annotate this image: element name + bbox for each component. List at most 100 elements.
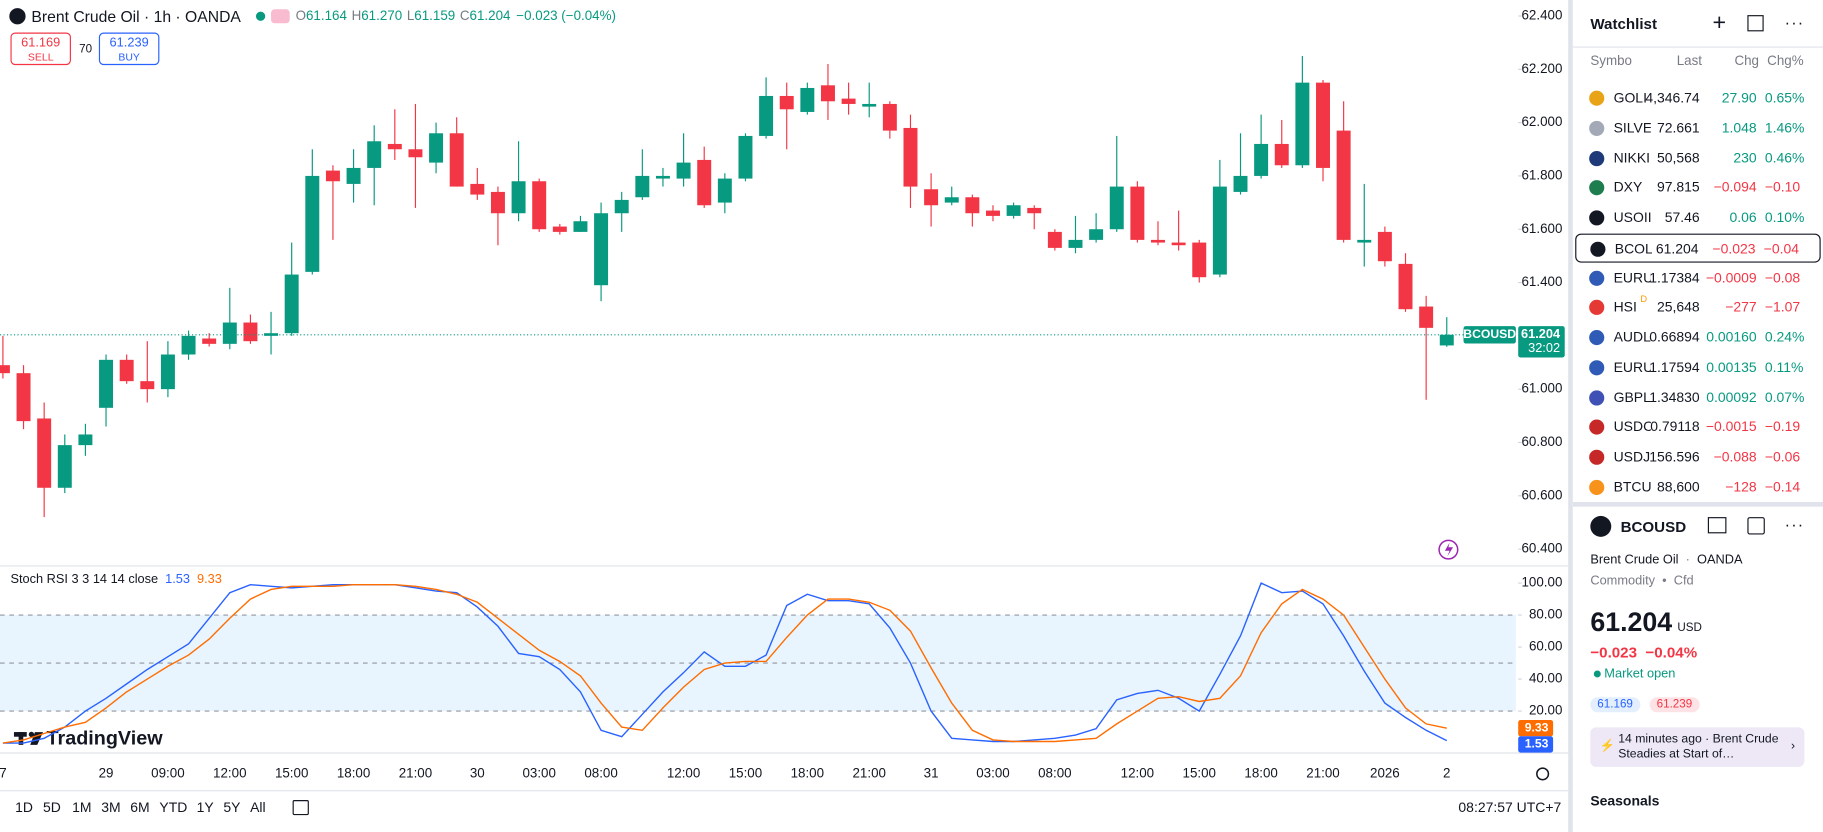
- candle-body: [1377, 231, 1392, 262]
- watchlist-row[interactable]: GBPL 1.34830 0.00092 0.07%: [1575, 383, 1820, 412]
- watchlist-row[interactable]: BTCU 88,600 −128 −0.14: [1575, 473, 1820, 502]
- symbol: USDJ: [1613, 448, 1651, 466]
- x-tick-label: 31: [924, 765, 939, 780]
- x-tick-label: 12:00: [1121, 765, 1154, 780]
- symbol-title[interactable]: Brent Crude Oil · 1h · OANDA: [31, 7, 241, 25]
- sell-button[interactable]: 61.169 SELL: [10, 32, 71, 66]
- candle-body: [346, 167, 361, 184]
- candle-body: [697, 159, 712, 206]
- detail-name[interactable]: Brent Crude Oil: [1590, 553, 1679, 568]
- add-symbol-icon[interactable]: +: [1712, 10, 1727, 37]
- watchlist-row[interactable]: EURU 1.17384 −0.0009 −0.08: [1575, 263, 1820, 292]
- candle-body: [1192, 242, 1207, 278]
- change-pct: −1.07: [1764, 299, 1801, 316]
- detail-more-icon[interactable]: ···: [1784, 514, 1805, 534]
- watchlist-row[interactable]: USDJ 156.596 −0.088 −0.06: [1575, 443, 1820, 472]
- watchlist-row[interactable]: USOII 57.46 0.06 0.10%: [1575, 203, 1820, 232]
- watchlist-row[interactable]: BCOL 61.204 −0.023 −0.04: [1575, 233, 1821, 263]
- calendar-shape: [292, 800, 309, 816]
- change-pct: −0.06: [1764, 448, 1801, 466]
- y-tick-label: 62.400: [1522, 8, 1563, 23]
- range-button[interactable]: YTD: [159, 799, 188, 816]
- column-header[interactable]: Symbo: [1590, 54, 1632, 69]
- panel-divider: [1568, 0, 1573, 832]
- section-title[interactable]: Seasonals: [1590, 792, 1660, 809]
- edit-icon[interactable]: [1747, 517, 1765, 535]
- watchlist-row[interactable]: HSI D 25,648 −277 −1.07: [1575, 293, 1820, 322]
- watchlist-row[interactable]: EURU 1.17594 0.00135 0.11%: [1575, 353, 1820, 382]
- candle-body: [222, 322, 237, 344]
- watchlist-row[interactable]: USDC 0.79118 −0.0015 −0.19: [1575, 413, 1820, 442]
- sell-price: 61.169: [21, 36, 61, 50]
- range-button[interactable]: 1D: [15, 799, 33, 816]
- candle-body: [552, 226, 567, 232]
- candle-body: [305, 175, 320, 272]
- symbol: NIKKI: [1613, 149, 1651, 166]
- buy-button[interactable]: 61.239 BUY: [98, 32, 160, 66]
- last: 4,346.74: [1645, 89, 1700, 106]
- news-title: Brent Crude Steadies at Start of…: [1618, 732, 1779, 762]
- range-button[interactable]: 1Y: [196, 799, 214, 816]
- candle-body: [1233, 175, 1248, 192]
- detail-symbol[interactable]: BCOUSD: [1620, 517, 1687, 536]
- candle-body: [140, 381, 155, 390]
- range-button[interactable]: 6M: [130, 799, 150, 816]
- range-button[interactable]: 5Y: [223, 799, 241, 816]
- ohlc-item: L61.159: [407, 9, 455, 23]
- range-button[interactable]: All: [250, 799, 266, 816]
- watchlist-row[interactable]: GOLI 4,346.74 27.90 0.65%: [1575, 84, 1820, 113]
- range-button[interactable]: 5D: [43, 799, 61, 816]
- range-button[interactable]: 3M: [101, 799, 121, 816]
- last: 156.596: [1649, 448, 1700, 466]
- column-header[interactable]: Chg%: [1767, 54, 1804, 69]
- candle-body: [57, 445, 72, 488]
- symbol-icon: [1589, 449, 1605, 466]
- candle-body: [511, 181, 526, 214]
- watchlist-row[interactable]: SILVE 72.661 1.048 1.46%: [1575, 114, 1820, 143]
- layout-icon[interactable]: [1747, 15, 1764, 32]
- column-header[interactable]: Last: [1676, 54, 1703, 69]
- watchlist-row[interactable]: DXY 97.815 −0.094 −0.10: [1575, 173, 1820, 202]
- change-pct: 0.07%: [1764, 388, 1805, 406]
- detail-icon: [1590, 515, 1612, 537]
- symbol: GBPL: [1613, 388, 1651, 406]
- symbol-icon: [1589, 390, 1605, 406]
- watchlist-title[interactable]: Watchlist: [1590, 15, 1658, 33]
- value-tag-text: 1.53: [1525, 737, 1549, 751]
- change: −0.023: [1712, 240, 1756, 257]
- clock[interactable]: 08:27:57 UTC+7: [1458, 799, 1562, 816]
- alert-bolt: [1444, 542, 1454, 557]
- settings-icon[interactable]: [1536, 767, 1550, 781]
- watchlist-row[interactable]: AUDL 0.66894 0.00160 0.24%: [1575, 323, 1820, 352]
- status-text: Market open: [1604, 666, 1676, 681]
- y-tick-label: 60.00: [1529, 639, 1562, 654]
- news-card[interactable]: ⚡ 14 minutes ago · Brent Crude Steadies …: [1590, 727, 1805, 767]
- x-tick-label: 29: [99, 765, 114, 780]
- detail-header: BCOUSD: [1590, 515, 1687, 537]
- change-pct: 1.46%: [1764, 119, 1805, 136]
- candle-body: [1295, 82, 1310, 166]
- candle-body: [738, 135, 753, 179]
- candle-body: [429, 133, 444, 163]
- x-tick-label: 18:00: [791, 765, 824, 780]
- indicator-value: 9.33: [197, 571, 222, 586]
- symbol-icon: [1589, 300, 1605, 316]
- date-range-icon[interactable]: [291, 797, 312, 818]
- range-button[interactable]: 1M: [72, 799, 92, 816]
- candle-body: [1316, 82, 1330, 168]
- last: 88,600: [1656, 478, 1700, 496]
- x-tick-label: 18:00: [1244, 765, 1277, 780]
- more-icon[interactable]: ···: [1784, 12, 1805, 32]
- alert-icon[interactable]: [1438, 539, 1459, 560]
- detail-layout-icon[interactable]: [1707, 517, 1727, 534]
- detail-change-pct: −0.04%: [1645, 643, 1698, 662]
- x-tick-label: 03:00: [522, 765, 555, 780]
- watchlist-row[interactable]: NIKKI 50,568 230 0.46%: [1575, 144, 1820, 173]
- symbol-icon: [1589, 150, 1605, 166]
- detail-price-row: 61.204 USD: [1590, 607, 1702, 638]
- candle-body: [367, 141, 382, 168]
- ohlc-item: O61.164: [296, 9, 347, 23]
- column-header[interactable]: Chg: [1734, 54, 1760, 69]
- change: 230: [1733, 149, 1757, 166]
- y-tick-label: 62.200: [1522, 61, 1563, 76]
